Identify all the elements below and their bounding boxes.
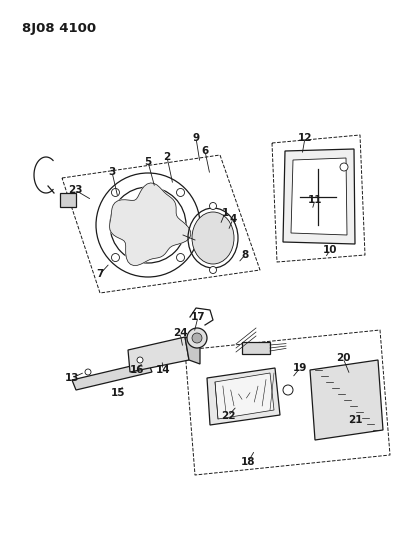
FancyBboxPatch shape	[242, 342, 270, 354]
Text: 18: 18	[241, 457, 255, 467]
Text: 2: 2	[163, 152, 171, 162]
Text: 22: 22	[221, 411, 235, 421]
Text: 15: 15	[111, 388, 125, 398]
Text: 3: 3	[109, 167, 116, 177]
Text: 13: 13	[65, 373, 79, 383]
Polygon shape	[291, 158, 347, 235]
Text: 6: 6	[201, 146, 209, 156]
Text: 7: 7	[96, 269, 104, 279]
Circle shape	[187, 328, 207, 348]
Text: 14: 14	[156, 365, 170, 375]
Polygon shape	[215, 373, 274, 419]
Text: 4: 4	[229, 214, 237, 224]
Text: 20: 20	[336, 353, 350, 363]
Circle shape	[176, 254, 184, 262]
Text: 8: 8	[241, 250, 249, 260]
Polygon shape	[110, 183, 191, 265]
Polygon shape	[207, 368, 280, 425]
Polygon shape	[128, 337, 189, 372]
Text: 12: 12	[298, 133, 312, 143]
Polygon shape	[283, 149, 355, 244]
Polygon shape	[72, 362, 152, 390]
Text: 11: 11	[308, 195, 322, 205]
Text: 19: 19	[293, 363, 307, 373]
Text: 10: 10	[323, 245, 337, 255]
Text: 5: 5	[144, 157, 152, 167]
FancyBboxPatch shape	[60, 193, 76, 207]
Circle shape	[85, 369, 91, 375]
Text: 8J08 4100: 8J08 4100	[22, 22, 96, 35]
Text: 9: 9	[192, 133, 200, 143]
Text: 24: 24	[173, 328, 187, 338]
Circle shape	[192, 333, 202, 343]
Circle shape	[209, 266, 217, 273]
Circle shape	[111, 189, 119, 197]
Text: 21: 21	[348, 415, 362, 425]
Ellipse shape	[192, 212, 234, 264]
Circle shape	[209, 203, 217, 209]
Circle shape	[111, 254, 119, 262]
Text: 1: 1	[221, 208, 229, 218]
Circle shape	[283, 385, 293, 395]
Text: 17: 17	[191, 312, 205, 322]
Polygon shape	[310, 360, 383, 440]
Text: 23: 23	[68, 185, 82, 195]
Circle shape	[137, 357, 143, 363]
Polygon shape	[185, 337, 200, 364]
Circle shape	[176, 189, 184, 197]
Text: 16: 16	[130, 365, 144, 375]
Circle shape	[340, 163, 348, 171]
